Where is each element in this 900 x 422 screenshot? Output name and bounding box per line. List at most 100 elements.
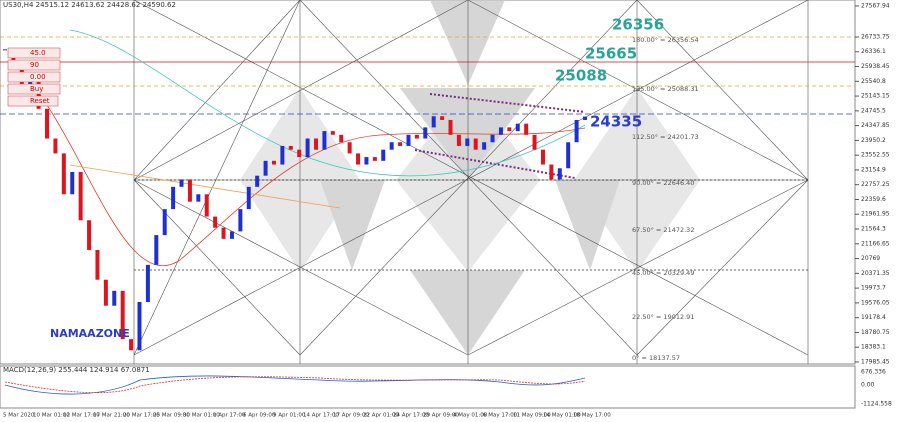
button-box[interactable] (7, 71, 61, 83)
candle (154, 235, 159, 265)
candle (314, 138, 319, 150)
candle (187, 179, 192, 202)
y-tick-label: 21961.95 (861, 211, 890, 218)
candle (162, 209, 167, 236)
candle (120, 290, 125, 340)
candle (45, 108, 50, 139)
candle (196, 194, 201, 202)
y-tick-label: 21166.65 (861, 240, 890, 247)
candle (356, 153, 361, 165)
candle (347, 142, 352, 154)
macd-tick: 676.336 (861, 369, 886, 376)
button[interactable]: 45.0 (30, 49, 46, 57)
y-tick-label: 23154.9 (861, 166, 886, 173)
candle (465, 138, 470, 146)
candle (574, 119, 579, 143)
candle (263, 160, 268, 176)
levels (0, 29, 855, 271)
target: 25665 (585, 45, 637, 63)
button-box[interactable] (7, 47, 61, 59)
y-tick-label: 25143.15 (861, 93, 890, 100)
brand: NAMAAZONE (50, 327, 130, 340)
candle (229, 231, 234, 239)
y-tick-label: 25938.45 (861, 63, 890, 70)
target: 26356 (612, 16, 664, 34)
candle (389, 142, 394, 150)
x-tick-label: 22 Apr 01:00 (363, 413, 399, 419)
candle (456, 134, 461, 146)
candle (330, 131, 335, 135)
y-tick-label: 22757.25 (861, 181, 890, 188)
x-tick-label: 17 Apr 09:00 (333, 413, 369, 419)
gann-level: 22.50° = 19012.91 (632, 313, 694, 321)
target: 25088 (555, 67, 607, 85)
candle (414, 134, 419, 139)
x-tick-label: 20 Mar 17:00 (123, 413, 160, 419)
candle (490, 134, 495, 143)
candle (566, 142, 571, 169)
y-tick-label: 21564.3 (861, 226, 886, 233)
candle (297, 149, 302, 158)
y-tick-label: 23552.55 (861, 152, 890, 159)
x-tick-label: 14 Apr 17:00 (303, 413, 339, 419)
x-tick-label: 17 Mar 21:00 (93, 413, 130, 419)
candle (70, 171, 75, 195)
candle (61, 153, 66, 195)
candle (95, 249, 100, 280)
candle (271, 160, 276, 165)
gann-level: 135.00° = 25088.31 (632, 85, 699, 93)
candle (288, 145, 293, 150)
y-tick-label: 18780.75 (861, 329, 890, 336)
x-tick-label: 25 Mar 09:00 (153, 413, 190, 419)
button-box[interactable] (7, 83, 61, 95)
y-tick-label: 18383.1 (861, 344, 886, 351)
candle (440, 116, 445, 120)
candle (398, 142, 403, 146)
button-box[interactable] (7, 59, 61, 71)
y-tick-label: 25540.8 (861, 78, 886, 85)
gann-level: 180.00° = 26356.54 (632, 36, 699, 44)
button[interactable]: Reset (30, 97, 50, 105)
gann-level: 0° = 18137.57 (632, 354, 680, 362)
candle (557, 168, 562, 180)
target: 24335 (590, 113, 642, 131)
y-tick-label: 20371.35 (861, 270, 890, 277)
gann-level: 45.00° = 20329.49 (632, 269, 694, 277)
x-tick-label: 1 Apr 17:00 (213, 413, 246, 419)
candle (204, 194, 209, 217)
candle (339, 134, 344, 143)
candle (431, 116, 436, 128)
x-tick-label: 9 Apr 01:00 (273, 413, 306, 419)
y-tick-label: 24347.85 (861, 122, 890, 129)
gann-level: 67.50° = 21472.32 (632, 226, 694, 234)
button-box[interactable] (7, 95, 59, 107)
button[interactable]: 0.00 (30, 73, 46, 81)
button[interactable]: 90 (30, 61, 39, 69)
x-tick-label: 30 Mar 01:00 (183, 413, 220, 419)
candle (482, 142, 487, 150)
y-tick-label: 19973.7 (861, 285, 886, 292)
candle (213, 216, 218, 228)
y-tick-label: 17985.45 (861, 358, 890, 365)
x-tick-label: 24 Apr 17:00 (393, 413, 429, 419)
candle (171, 186, 176, 210)
candle (238, 209, 243, 232)
candle (583, 116, 587, 120)
y-tick-label: 19576.05 (861, 299, 890, 306)
macd-tick: -1124.558 (861, 401, 892, 408)
macd-label: MACD(12,26,9) 255.444 124.914 67.0871 (3, 366, 150, 374)
candle (381, 149, 386, 161)
y-tick-label: 26336.1 (861, 48, 886, 55)
candle (532, 134, 537, 150)
main-panel (0, 0, 856, 365)
button[interactable]: Buy (30, 85, 43, 93)
x-tick-label: 6 May 17:00 (483, 413, 518, 419)
candle (137, 301, 142, 351)
candle (423, 127, 428, 139)
candle (372, 157, 377, 161)
gann-lines (133, 0, 809, 364)
macd-tick: 0.00 (861, 382, 875, 389)
macd-line (4, 375, 586, 395)
candle (406, 134, 411, 146)
header: US30,H4 24515.12 24613.62 24428.62 24590… (3, 1, 176, 9)
